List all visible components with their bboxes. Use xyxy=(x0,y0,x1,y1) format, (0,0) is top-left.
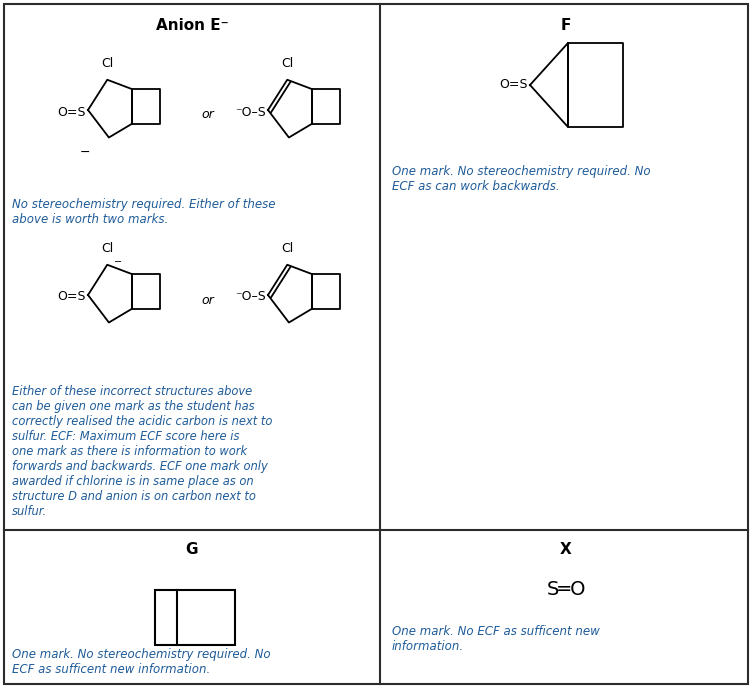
Text: Either of these incorrect structures above
can be given one mark as the student : Either of these incorrect structures abo… xyxy=(12,385,272,518)
Text: Cl: Cl xyxy=(101,242,114,255)
Text: G: G xyxy=(186,542,199,557)
Text: O=S: O=S xyxy=(499,78,528,92)
Text: O=S: O=S xyxy=(57,290,86,303)
Text: −: − xyxy=(114,257,122,267)
Text: O=S: O=S xyxy=(57,105,86,118)
Text: or: or xyxy=(202,294,214,306)
Text: One mark. No stereochemistry required. No
ECF as sufficent new information.: One mark. No stereochemistry required. N… xyxy=(12,648,271,676)
Text: Cl: Cl xyxy=(281,57,293,70)
Text: One mark. No stereochemistry required. No
ECF as can work backwards.: One mark. No stereochemistry required. N… xyxy=(392,165,650,193)
Text: F: F xyxy=(561,18,572,33)
Bar xyxy=(155,590,235,645)
Text: Cl: Cl xyxy=(281,242,293,255)
Text: S═O: S═O xyxy=(546,580,586,599)
Text: −: − xyxy=(80,146,90,159)
Text: X: X xyxy=(560,542,572,557)
Text: One mark. No ECF as sufficent new
information.: One mark. No ECF as sufficent new inform… xyxy=(392,625,600,653)
Text: ⁻O–S: ⁻O–S xyxy=(235,105,266,118)
Text: No stereochemistry required. Either of these
above is worth two marks.: No stereochemistry required. Either of t… xyxy=(12,198,275,226)
Text: Anion E⁻: Anion E⁻ xyxy=(156,18,229,33)
Text: or: or xyxy=(202,109,214,122)
Text: Cl: Cl xyxy=(101,57,114,70)
Text: ⁻O–S: ⁻O–S xyxy=(235,290,266,303)
